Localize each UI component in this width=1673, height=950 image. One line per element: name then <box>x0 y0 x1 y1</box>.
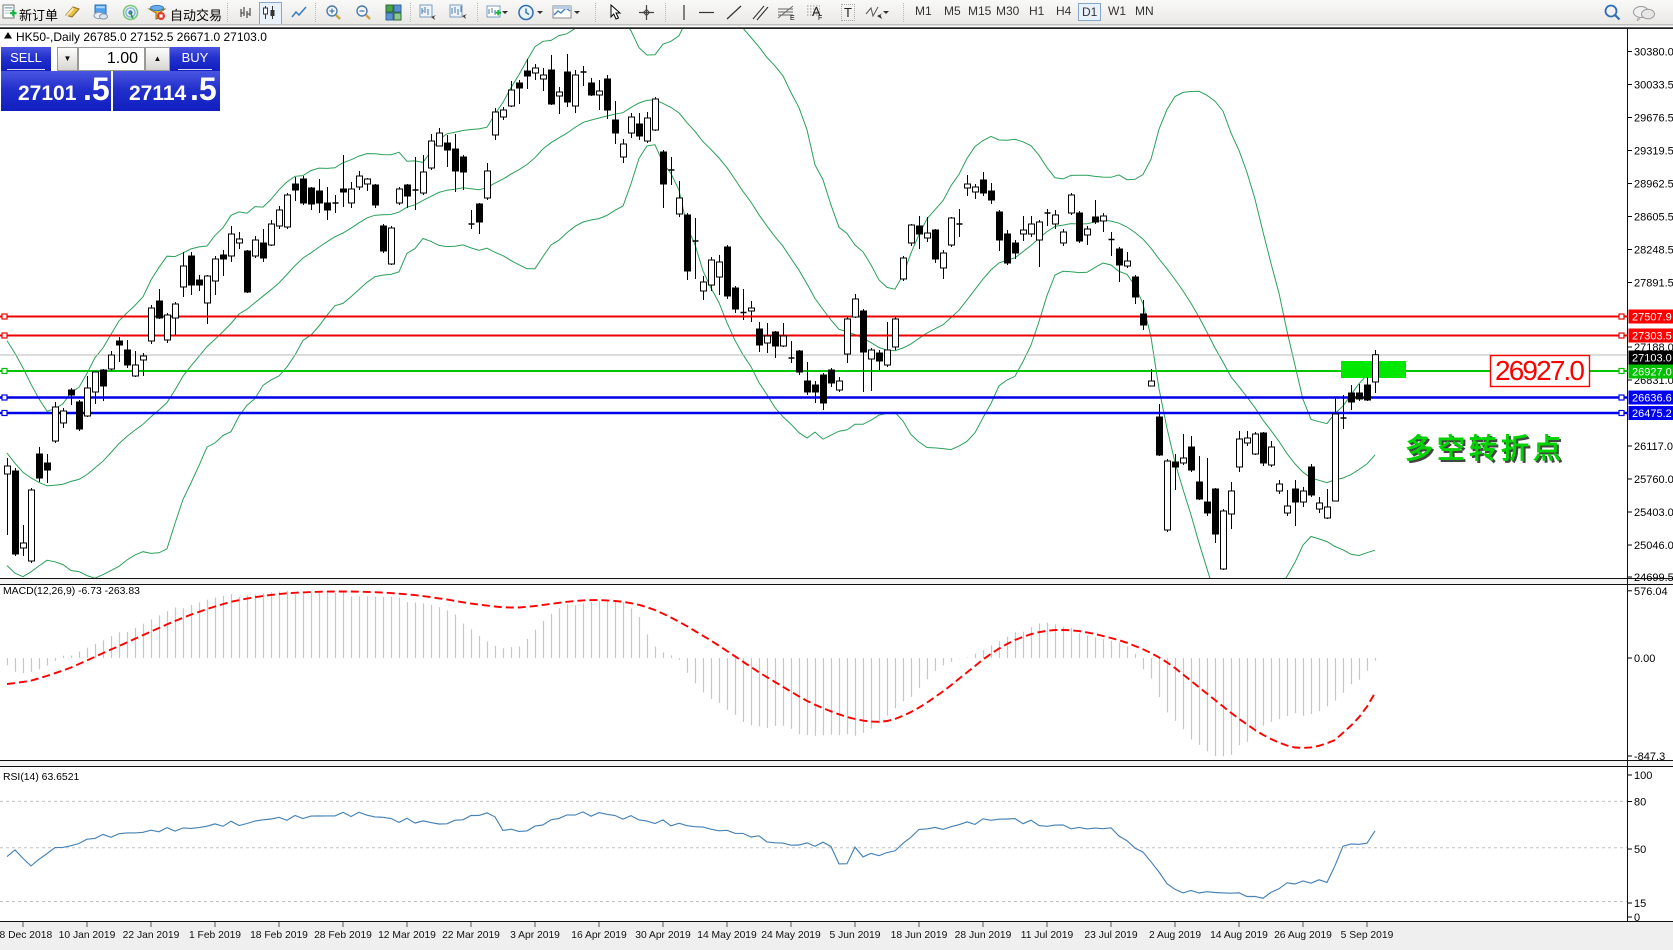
svg-text:26475.2: 26475.2 <box>1632 408 1672 420</box>
svg-text:30033.5: 30033.5 <box>1634 80 1673 92</box>
svg-text:50: 50 <box>1634 844 1646 856</box>
svg-text:26636.6: 26636.6 <box>1632 393 1672 405</box>
svg-text:27303.5: 27303.5 <box>1632 331 1672 343</box>
svg-text:25403.0: 25403.0 <box>1634 507 1673 519</box>
svg-text:3 Apr 2019: 3 Apr 2019 <box>510 930 560 941</box>
svg-text:25760.0: 25760.0 <box>1634 474 1673 486</box>
svg-text:28 Jun 2019: 28 Jun 2019 <box>955 930 1012 941</box>
svg-text:30 Apr 2019: 30 Apr 2019 <box>635 930 691 941</box>
svg-text:0.00: 0.00 <box>1634 653 1655 665</box>
svg-text:28605.5: 28605.5 <box>1634 212 1673 224</box>
svg-text:28248.5: 28248.5 <box>1634 245 1673 257</box>
svg-text:25046.0: 25046.0 <box>1634 540 1673 552</box>
svg-text:576.04: 576.04 <box>1634 586 1668 598</box>
svg-text:24699.5: 24699.5 <box>1634 572 1673 584</box>
svg-text:MACD(12,26,9) -6.73 -263.83: MACD(12,26,9) -6.73 -263.83 <box>3 586 140 597</box>
svg-text:18 Feb 2019: 18 Feb 2019 <box>250 930 308 941</box>
svg-text:15: 15 <box>1634 898 1646 910</box>
svg-text:12 Mar 2019: 12 Mar 2019 <box>378 930 436 941</box>
svg-text:F: F <box>818 15 822 21</box>
svg-text:多空转折点: 多空转折点 <box>1405 432 1565 464</box>
svg-text:5 Sep 2019: 5 Sep 2019 <box>1341 930 1394 941</box>
svg-text:-847.3: -847.3 <box>1634 751 1665 763</box>
svg-text:0: 0 <box>1634 912 1640 924</box>
svg-text:26927.0: 26927.0 <box>1632 367 1672 379</box>
svg-text:11 Jul 2019: 11 Jul 2019 <box>1021 930 1074 941</box>
svg-text:2 Aug 2019: 2 Aug 2019 <box>1149 930 1201 941</box>
svg-text:22 Jan 2019: 22 Jan 2019 <box>123 930 180 941</box>
svg-text:29319.5: 29319.5 <box>1634 146 1673 158</box>
svg-text:16 Apr 2019: 16 Apr 2019 <box>571 930 627 941</box>
svg-text:14 Aug 2019: 14 Aug 2019 <box>1210 930 1268 941</box>
svg-text:100: 100 <box>1634 770 1652 782</box>
svg-text:10 Jan 2019: 10 Jan 2019 <box>59 930 116 941</box>
svg-text:27891.5: 27891.5 <box>1634 278 1673 290</box>
svg-text:5 Jun 2019: 5 Jun 2019 <box>830 930 881 941</box>
svg-text:26 Aug 2019: 26 Aug 2019 <box>1274 930 1332 941</box>
svg-text:28 Feb 2019: 28 Feb 2019 <box>314 930 372 941</box>
svg-text:80: 80 <box>1634 797 1646 809</box>
svg-text:23 Jul 2019: 23 Jul 2019 <box>1084 930 1138 941</box>
svg-text:18 Jun 2019: 18 Jun 2019 <box>891 930 948 941</box>
svg-text:22 Mar 2019: 22 Mar 2019 <box>442 930 500 941</box>
svg-text:14 May 2019: 14 May 2019 <box>697 930 757 941</box>
svg-text:1 Feb 2019: 1 Feb 2019 <box>189 930 241 941</box>
svg-text:26117.0: 26117.0 <box>1634 441 1673 453</box>
svg-text:30380.0: 30380.0 <box>1634 47 1673 59</box>
svg-text:E: E <box>790 15 795 21</box>
svg-text:24 May 2019: 24 May 2019 <box>761 930 821 941</box>
svg-text:26927.0: 26927.0 <box>1495 355 1585 386</box>
svg-text:28 Dec 2018: 28 Dec 2018 <box>0 930 52 941</box>
svg-text:28962.5: 28962.5 <box>1634 179 1673 191</box>
svg-text:27103.0: 27103.0 <box>1632 353 1672 365</box>
svg-text:RSI(14) 63.6521: RSI(14) 63.6521 <box>3 772 79 783</box>
svg-text:HK50-,Daily 26785.0 27152.5 2: HK50-,Daily 26785.0 27152.5 26671.0 2710… <box>16 30 267 44</box>
svg-text:29676.5: 29676.5 <box>1634 113 1673 125</box>
svg-text:多空转折点: 多空转折点 <box>1407 434 1567 466</box>
svg-text:27507.9: 27507.9 <box>1632 312 1672 324</box>
